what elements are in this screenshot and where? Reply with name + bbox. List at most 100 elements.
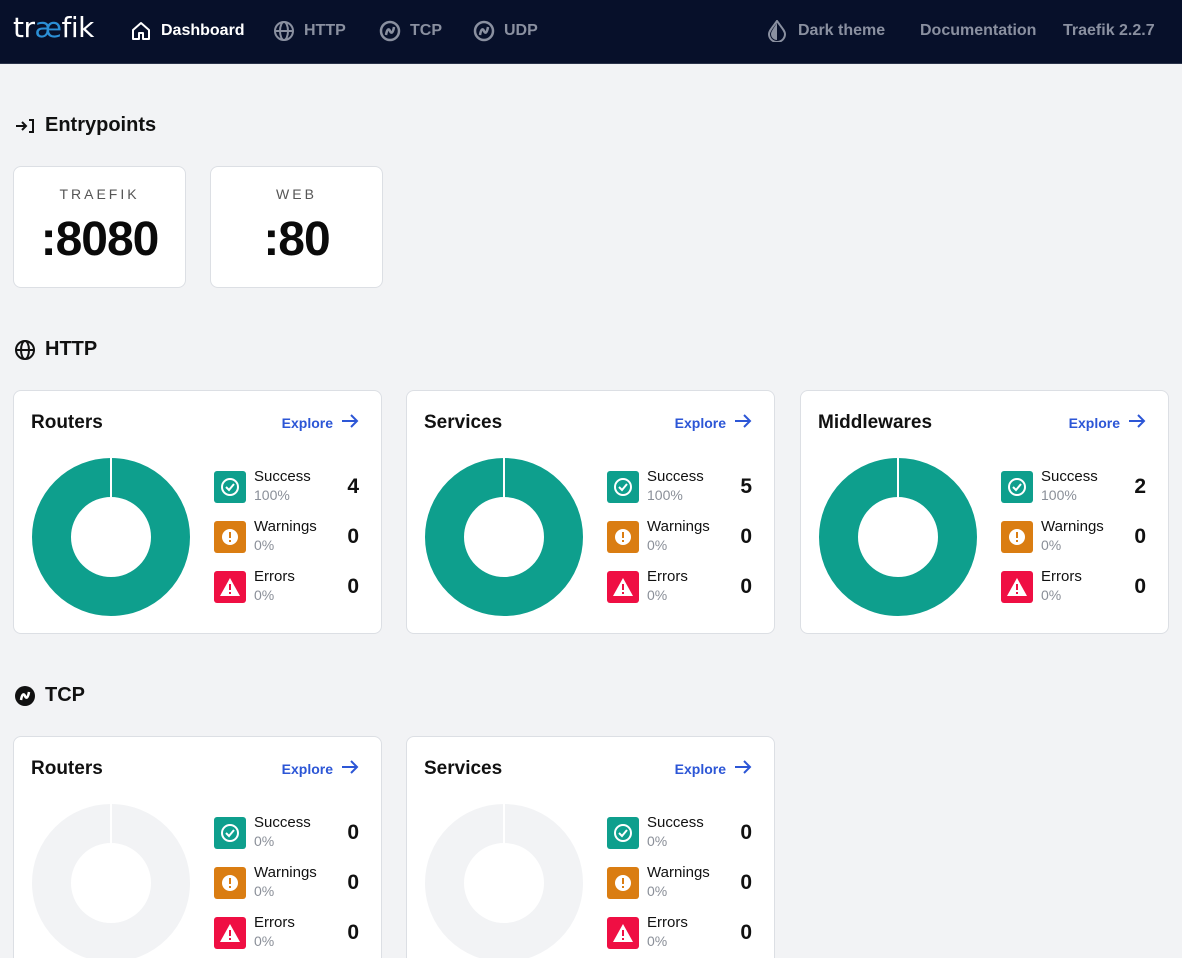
stat-errors: Errors 0% 0 [607, 914, 757, 950]
explore-link[interactable]: Explore [1069, 414, 1146, 431]
stat-label: Errors [647, 568, 688, 585]
http-routers-card: Routers Explore Success 100% 4 Warnings 0% 0 Err… [13, 390, 382, 634]
exclamation-icon [607, 867, 639, 899]
stat-success: Success 100% 2 [1001, 468, 1151, 504]
stat-percent: 0% [647, 933, 668, 949]
status-donut-chart [425, 458, 583, 616]
stat-label: Success [647, 468, 704, 485]
stat-success: Success 0% 0 [607, 814, 757, 850]
stat-label: Errors [254, 568, 295, 585]
stat-count: 5 [740, 475, 752, 498]
stat-count: 0 [740, 921, 752, 944]
stat-label: Warnings [647, 864, 710, 881]
arrow-right-icon [734, 760, 752, 777]
stat-label: Errors [647, 914, 688, 931]
status-donut-chart [425, 804, 583, 958]
warning-triangle-icon [607, 917, 639, 949]
nav-dashboard[interactable]: Dashboard [130, 19, 245, 43]
stat-percent: 0% [647, 537, 668, 553]
exclamation-icon [214, 867, 246, 899]
stat-label: Success [1041, 468, 1098, 485]
stat-label: Errors [1041, 568, 1082, 585]
nav-tcp[interactable]: TCP [379, 19, 442, 43]
stat-success: Success 100% 4 [214, 468, 364, 504]
card-title: Routers [31, 758, 103, 779]
stat-label: Success [254, 814, 311, 831]
card-title: Routers [31, 412, 103, 433]
globe-icon [14, 339, 36, 361]
traefik-logo[interactable]: træfik [13, 11, 94, 44]
stat-count: 0 [1134, 575, 1146, 598]
tcp-icon [379, 20, 401, 42]
stat-count: 0 [740, 525, 752, 548]
card-title: Services [424, 412, 503, 433]
stat-percent: 0% [647, 883, 668, 899]
stat-percent: 0% [254, 933, 275, 949]
check-icon [607, 817, 639, 849]
stat-errors: Errors 0% 0 [214, 568, 364, 604]
explore-link[interactable]: Explore [282, 760, 359, 777]
stat-percent: 0% [254, 883, 275, 899]
stat-count: 0 [347, 921, 359, 944]
explore-link[interactable]: Explore [675, 760, 752, 777]
stat-count: 0 [347, 575, 359, 598]
nav-http[interactable]: HTTP [273, 19, 346, 43]
stat-warnings: Warnings 0% 0 [607, 518, 757, 554]
section-http-title: HTTP [14, 338, 97, 361]
stat-count: 2 [1134, 475, 1146, 498]
warning-triangle-icon [1001, 571, 1033, 603]
droplet-icon [766, 20, 788, 42]
udp-icon [473, 20, 495, 42]
stat-success: Success 0% 0 [214, 814, 364, 850]
arrow-right-icon [341, 414, 359, 431]
stat-warnings: Warnings 0% 0 [214, 864, 364, 900]
stat-percent: 0% [254, 833, 275, 849]
stat-percent: 0% [647, 833, 668, 849]
http-services-card: Services Explore Success 100% 5 Warnings 0% 0 Er… [406, 390, 775, 634]
check-icon [214, 817, 246, 849]
stat-label: Warnings [254, 518, 317, 535]
check-icon [214, 471, 246, 503]
stat-label: Warnings [647, 518, 710, 535]
stat-label: Warnings [1041, 518, 1104, 535]
stat-count: 0 [1134, 525, 1146, 548]
arrow-right-icon [1128, 414, 1146, 431]
explore-link[interactable]: Explore [675, 414, 752, 431]
documentation-link[interactable]: Documentation [920, 22, 1037, 39]
stat-count: 0 [347, 821, 359, 844]
status-donut-chart [819, 458, 977, 616]
stat-count: 0 [347, 525, 359, 548]
stat-percent: 0% [647, 587, 668, 603]
stat-errors: Errors 0% 0 [607, 568, 757, 604]
nav-udp[interactable]: UDP [473, 19, 538, 43]
stat-count: 4 [347, 475, 359, 498]
http-middlewares-card: Middlewares Explore Success 100% 2 Warnings 0%… [800, 390, 1169, 634]
arrow-right-icon [734, 414, 752, 431]
status-donut-chart [32, 458, 190, 616]
dark-theme-toggle[interactable]: Dark theme [766, 19, 885, 43]
stat-errors: Errors 0% 0 [214, 914, 364, 950]
tcp-routers-card: Routers Explore Success 0% 0 Warnings 0% 0 Error… [13, 736, 382, 958]
stat-percent: 0% [254, 537, 275, 553]
stat-percent: 100% [1041, 487, 1077, 503]
stat-count: 0 [740, 821, 752, 844]
card-title: Middlewares [818, 412, 933, 433]
stat-label: Errors [254, 914, 295, 931]
explore-link[interactable]: Explore [282, 414, 359, 431]
entrypoint-card-traefik: TRAEFIK :8080 [13, 166, 186, 288]
entrypoint-port: :80 [263, 213, 330, 266]
section-entrypoints-title: Entrypoints [14, 114, 156, 137]
stat-errors: Errors 0% 0 [1001, 568, 1151, 604]
stat-count: 0 [740, 575, 752, 598]
exclamation-icon [1001, 521, 1033, 553]
exclamation-icon [607, 521, 639, 553]
check-icon [607, 471, 639, 503]
entrypoint-port: :8080 [40, 213, 160, 266]
version-label: Traefik 2.2.7 [1063, 22, 1155, 39]
entrypoint-name: TRAEFIK [59, 186, 140, 202]
stat-count: 0 [740, 871, 752, 894]
warning-triangle-icon [214, 571, 246, 603]
stat-percent: 0% [1041, 537, 1062, 553]
stat-warnings: Warnings 0% 0 [214, 518, 364, 554]
tcp-services-card: Services Explore Success 0% 0 Warnings 0% 0 Erro… [406, 736, 775, 958]
